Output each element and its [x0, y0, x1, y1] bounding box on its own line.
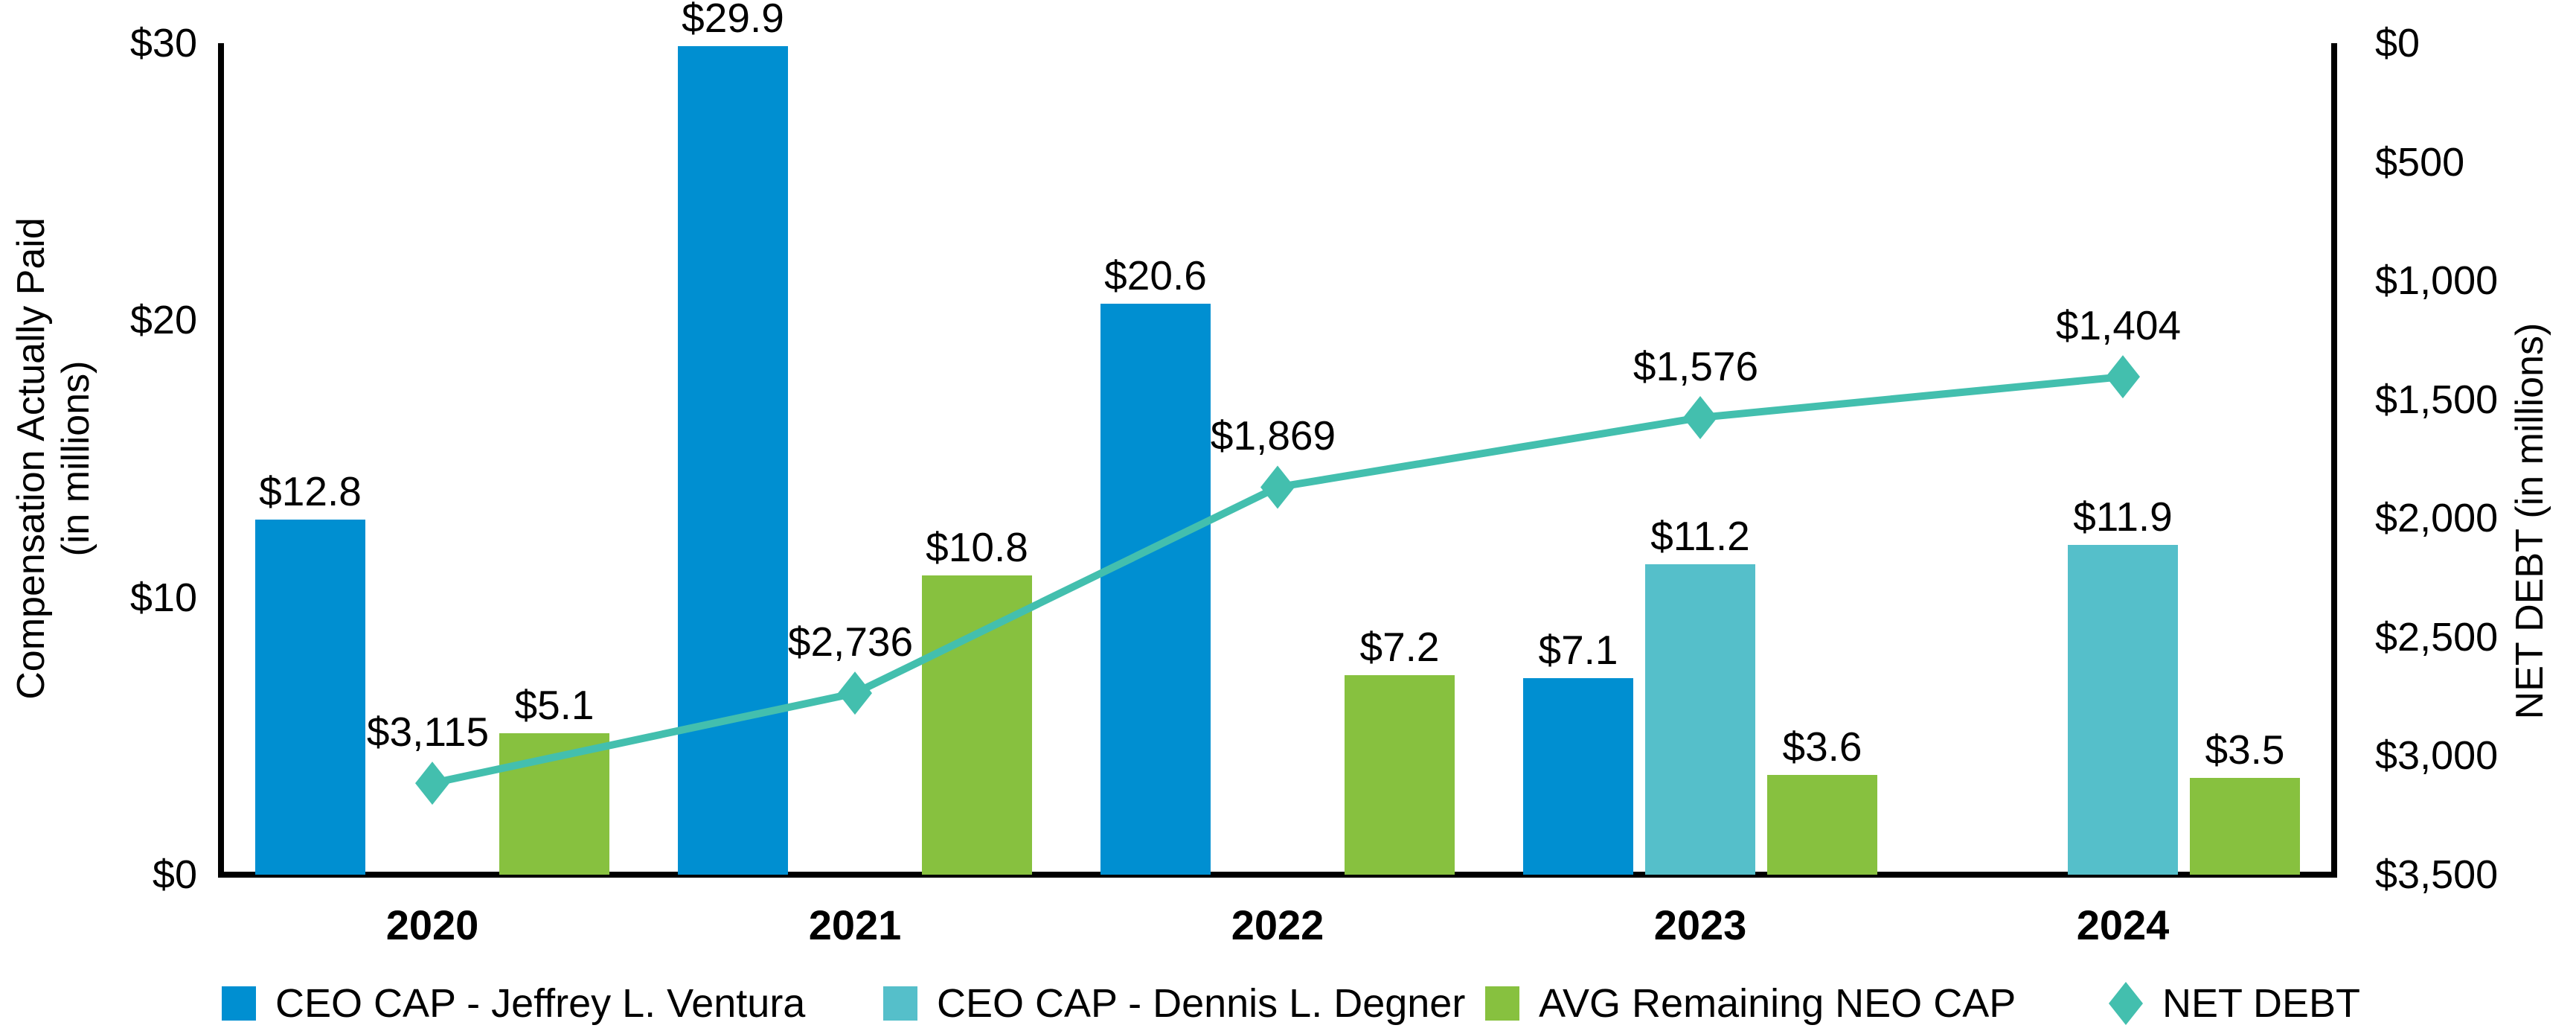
- bar-ceo-cap-jeffrey-l-ventura-2022[interactable]: [1100, 304, 1211, 875]
- year-label-2024: 2024: [2076, 901, 2170, 948]
- bar-value-label: $7.1: [1538, 627, 1618, 673]
- year-label-2023: 2023: [1653, 901, 1747, 948]
- left-axis-tick-2: $10: [129, 575, 197, 620]
- right-axis-tick-7: $3,500: [2375, 852, 2499, 897]
- legend-item-ceo-cap-dennis-l-degner[interactable]: CEO CAP - Dennis L. Degner: [883, 981, 1465, 1026]
- bar-ceo-cap-jeffrey-l-ventura-2023[interactable]: [1523, 678, 1633, 875]
- bar-avg-remaining-neo-cap-2021[interactable]: [922, 575, 1032, 875]
- bar-avg-remaining-neo-cap-2020[interactable]: [499, 733, 609, 875]
- legend-item-label: NET DEBT: [2162, 981, 2361, 1026]
- year-label-2020: 2020: [385, 901, 479, 948]
- left-axis-line: [218, 43, 224, 878]
- right-axis-tick-0: $0: [2375, 21, 2420, 66]
- bar-value-label: $29.9: [682, 0, 784, 41]
- left-axis-tick-1: $20: [129, 298, 197, 342]
- left-axis-title: Compensation Actually Paid (in millions): [9, 12, 98, 905]
- bar-value-label: $12.8: [259, 468, 362, 514]
- left-axis-tick-3: $0: [152, 852, 197, 897]
- right-axis-line: [2331, 43, 2337, 878]
- legend-item-ceo-cap-jeffrey-l-ventura[interactable]: CEO CAP - Jeffrey L. Ventura: [222, 981, 805, 1026]
- bar-value-label: $3.5: [2205, 727, 2285, 773]
- legend-item-net-debt[interactable]: NET DEBT: [2109, 981, 2360, 1026]
- right-axis-tick-1: $500: [2375, 140, 2465, 185]
- legend-item-avg-remaining-neo-cap[interactable]: AVG Remaining NEO CAP: [1485, 981, 2016, 1026]
- bar-value-label: $20.6: [1104, 252, 1207, 299]
- bar-value-label: $11.9: [2073, 494, 2173, 540]
- bar-ceo-cap-jeffrey-l-ventura-2020[interactable]: [255, 520, 365, 875]
- legend-item-label: AVG Remaining NEO CAP: [1539, 981, 2016, 1026]
- bar-ceo-cap-dennis-l-degner-2023[interactable]: [1645, 564, 1755, 875]
- legend-square-icon: [222, 986, 256, 1021]
- bar-avg-remaining-neo-cap-2022[interactable]: [1345, 675, 1455, 875]
- bar-avg-remaining-neo-cap-2023[interactable]: [1767, 775, 1877, 875]
- legend-item-label: CEO CAP - Dennis L. Degner: [937, 981, 1466, 1026]
- left-axis-title-line2: (in millions): [54, 360, 97, 557]
- net-debt-value-label: $1,576: [1633, 343, 1759, 389]
- legend-diamond-icon: [2109, 982, 2143, 1025]
- bar-avg-remaining-neo-cap-2024[interactable]: [2190, 778, 2300, 875]
- bar-value-label: $7.2: [1359, 624, 1440, 670]
- legend-item-label: CEO CAP - Jeffrey L. Ventura: [275, 981, 806, 1026]
- bar-ceo-cap-jeffrey-l-ventura-2021[interactable]: [678, 46, 788, 875]
- bar-value-label: $3.6: [1782, 724, 1862, 770]
- left-axis-tick-0: $30: [129, 21, 197, 66]
- net-debt-value-label: $1,869: [1210, 412, 1336, 459]
- right-axis-tick-6: $3,000: [2375, 733, 2499, 778]
- year-label-2022: 2022: [1231, 901, 1324, 948]
- net-debt-value-label: $2,736: [787, 619, 914, 665]
- net-debt-value-label: $1,404: [2055, 302, 2182, 348]
- net-debt-value-label: $3,115: [366, 709, 490, 755]
- right-axis-title: NET DEBT (in millions): [2508, 322, 2551, 720]
- legend-square-icon: [1485, 986, 1519, 1021]
- bar-value-label: $11.2: [1650, 513, 1750, 559]
- right-axis-tick-4: $2,000: [2375, 496, 2499, 540]
- bar-value-label: $5.1: [514, 682, 595, 728]
- legend-square-icon: [883, 986, 917, 1021]
- right-axis-tick-2: $1,000: [2375, 258, 2499, 303]
- right-axis-tick-3: $1,500: [2375, 377, 2499, 422]
- bar-ceo-cap-dennis-l-degner-2024[interactable]: [2068, 545, 2178, 875]
- left-axis-title-line1: Compensation Actually Paid: [10, 217, 53, 700]
- bottom-axis-line: [218, 872, 2337, 878]
- right-axis-tick-5: $2,500: [2375, 615, 2499, 660]
- bar-value-label: $10.8: [926, 524, 1028, 570]
- year-label-2021: 2021: [808, 901, 902, 948]
